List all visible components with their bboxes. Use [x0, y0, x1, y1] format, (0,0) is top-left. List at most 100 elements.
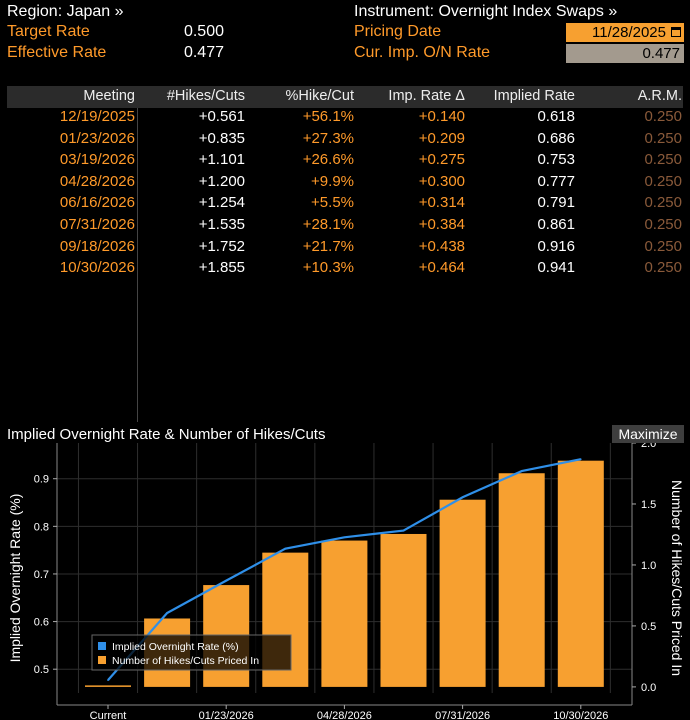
table-row[interactable]: 12/19/2025 +0.561 +56.1% +0.140 0.618 0.250: [7, 108, 683, 130]
cell-imp-rate-delta: +0.300: [418, 172, 465, 190]
legend-swatch-bar: [98, 656, 106, 664]
cell-pct-hike-cut: +9.9%: [311, 172, 354, 190]
cell-imp-rate-delta: +0.384: [418, 216, 465, 233]
cell-hikes-cuts: +0.561: [198, 108, 245, 125]
line-point: [520, 470, 523, 472]
cell-meeting: 04/28/2026: [59, 172, 135, 190]
bar: [439, 499, 486, 687]
cell-arm: 0.250: [644, 108, 682, 125]
y-axis-title-left: Implied Overnight Rate (%): [7, 494, 23, 663]
cell-meeting: 07/31/2026: [59, 216, 135, 233]
cell-meeting: 01/23/2026: [59, 129, 135, 147]
y-tick-label-right: 0.0: [641, 682, 656, 694]
target-rate-label: Target Rate: [7, 23, 90, 40]
line-point: [166, 612, 168, 614]
bar: [321, 540, 368, 687]
cell-imp-rate-delta: +0.140: [418, 108, 465, 125]
cell-arm: 0.250: [644, 216, 682, 233]
legend-swatch-line: [98, 642, 106, 650]
cell-imp-rate-delta: +0.438: [418, 237, 465, 255]
cell-meeting: 09/18/2026: [59, 237, 135, 255]
cell-meeting: 12/19/2025: [59, 108, 135, 125]
table-row[interactable]: 03/19/2026 +1.101 +26.6% +0.275 0.753 0.250: [7, 151, 683, 173]
x-tick-label: Current: [90, 710, 127, 720]
table-row[interactable]: 04/28/2026 +1.200 +9.9% +0.300 0.777 0.250: [7, 173, 683, 195]
x-tick-label: 07/31/2026: [435, 710, 490, 720]
cell-imp-rate-delta: +0.314: [418, 194, 465, 212]
table-row[interactable]: 09/18/2026 +1.752 +21.7% +0.438 0.916 0.250: [7, 238, 683, 260]
region-selector[interactable]: Region: Japan »: [7, 3, 124, 20]
cell-implied-rate: 0.791: [537, 194, 575, 212]
combo-chart: 0.5 0.6 0.7 0.8 0.9 0.0 0.5 1.0 1.5 2.0 Current 01/…: [0, 443, 690, 720]
cell-hikes-cuts: +1.752: [198, 237, 245, 255]
bar: [557, 460, 604, 687]
y-tick-label-right: 2.0: [641, 443, 656, 450]
bar: [498, 473, 545, 687]
cell-implied-rate: 0.941: [537, 259, 575, 277]
cell-pct-hike-cut: +28.1%: [302, 216, 354, 233]
cell-arm: 0.250: [644, 194, 682, 212]
cell-pct-hike-cut: +5.5%: [311, 194, 354, 212]
line-point: [284, 547, 287, 550]
cell-hikes-cuts: +1.101: [198, 151, 245, 169]
table-header: Meeting #Hikes/Cuts %Hike/Cut Imp. Rate …: [7, 86, 683, 108]
bar: [380, 533, 427, 687]
cell-pct-hike-cut: +27.3%: [302, 129, 354, 147]
cur-imp-rate-input[interactable]: 0.477: [566, 44, 684, 63]
table-row[interactable]: 06/16/2026 +1.254 +5.5% +0.314 0.791 0.250: [7, 194, 683, 216]
cur-imp-rate-label: Cur. Imp. O/N Rate: [354, 44, 491, 61]
cell-arm: 0.250: [644, 237, 682, 255]
cell-pct-hike-cut: +26.6%: [302, 151, 354, 169]
cell-implied-rate: 0.753: [537, 151, 575, 169]
cell-imp-rate-delta: +0.209: [418, 129, 465, 147]
column-divider: [137, 108, 138, 422]
pricing-date-value: 11/28/2025: [592, 24, 666, 41]
table-row[interactable]: 01/23/2026 +0.835 +27.3% +0.209 0.686 0.250: [7, 130, 683, 152]
line-point: [225, 579, 227, 582]
cell-pct-hike-cut: +10.3%: [302, 259, 354, 277]
line-point: [461, 496, 464, 499]
cell-arm: 0.250: [644, 151, 682, 169]
col-header-pct-hike-cut[interactable]: %Hike/Cut: [285, 88, 355, 104]
col-header-imp-rate-delta[interactable]: Imp. Rate Δ: [388, 88, 465, 104]
target-rate-value: 0.500: [183, 23, 224, 40]
col-header-meeting[interactable]: Meeting: [83, 88, 135, 104]
y-tick-label-left: 0.8: [34, 521, 49, 533]
cell-hikes-cuts: +1.855: [198, 259, 245, 277]
cell-imp-rate-delta: +0.464: [418, 259, 465, 277]
cell-pct-hike-cut: +56.1%: [302, 108, 354, 125]
col-header-implied-rate[interactable]: Implied Rate: [493, 88, 575, 104]
y-tick-label-right: 1.0: [641, 560, 656, 572]
cell-hikes-cuts: +1.254: [198, 194, 245, 212]
cell-implied-rate: 0.777: [537, 172, 575, 190]
y-tick-label-left: 0.6: [34, 617, 49, 629]
x-tick-label: 10/30/2026: [553, 710, 608, 720]
cell-implied-rate: 0.618: [537, 108, 575, 125]
calendar-icon[interactable]: [671, 27, 681, 37]
y-tick-label-left: 0.9: [34, 474, 49, 486]
y-tick-label-left: 0.5: [34, 664, 49, 676]
cell-pct-hike-cut: +21.7%: [302, 237, 354, 255]
cell-imp-rate-delta: +0.275: [418, 151, 465, 169]
y-tick-label-right: 1.5: [641, 499, 656, 511]
legend-label-bar: Number of Hikes/Cuts Priced In: [112, 655, 259, 667]
bar: [85, 685, 131, 687]
col-header-hikes-cuts[interactable]: #Hikes/Cuts: [166, 88, 245, 104]
pricing-date-input[interactable]: 11/28/2025: [566, 23, 684, 42]
col-header-arm[interactable]: A.R.M.: [637, 88, 682, 104]
instrument-selector[interactable]: Instrument: Overnight Index Swaps »: [354, 3, 618, 20]
cell-arm: 0.250: [644, 129, 682, 147]
legend-label-line: Implied Overnight Rate (%): [112, 641, 239, 653]
cell-hikes-cuts: +0.835: [198, 129, 245, 147]
table-row[interactable]: 07/31/2026 +1.535 +28.1% +0.384 0.861 0.250: [7, 216, 683, 238]
effective-rate-label: Effective Rate: [7, 44, 107, 61]
cell-meeting: 06/16/2026: [59, 194, 135, 212]
cell-implied-rate: 0.916: [537, 237, 575, 255]
maximize-button[interactable]: Maximize: [612, 425, 684, 444]
table-row[interactable]: 10/30/2026 +1.855 +10.3% +0.464 0.941 0.250: [7, 259, 683, 281]
cell-arm: 0.250: [644, 172, 682, 190]
line-point: [107, 679, 109, 681]
pricing-date-label: Pricing Date: [354, 23, 442, 40]
effective-rate-value: 0.477: [183, 44, 224, 61]
cell-implied-rate: 0.686: [537, 129, 575, 147]
